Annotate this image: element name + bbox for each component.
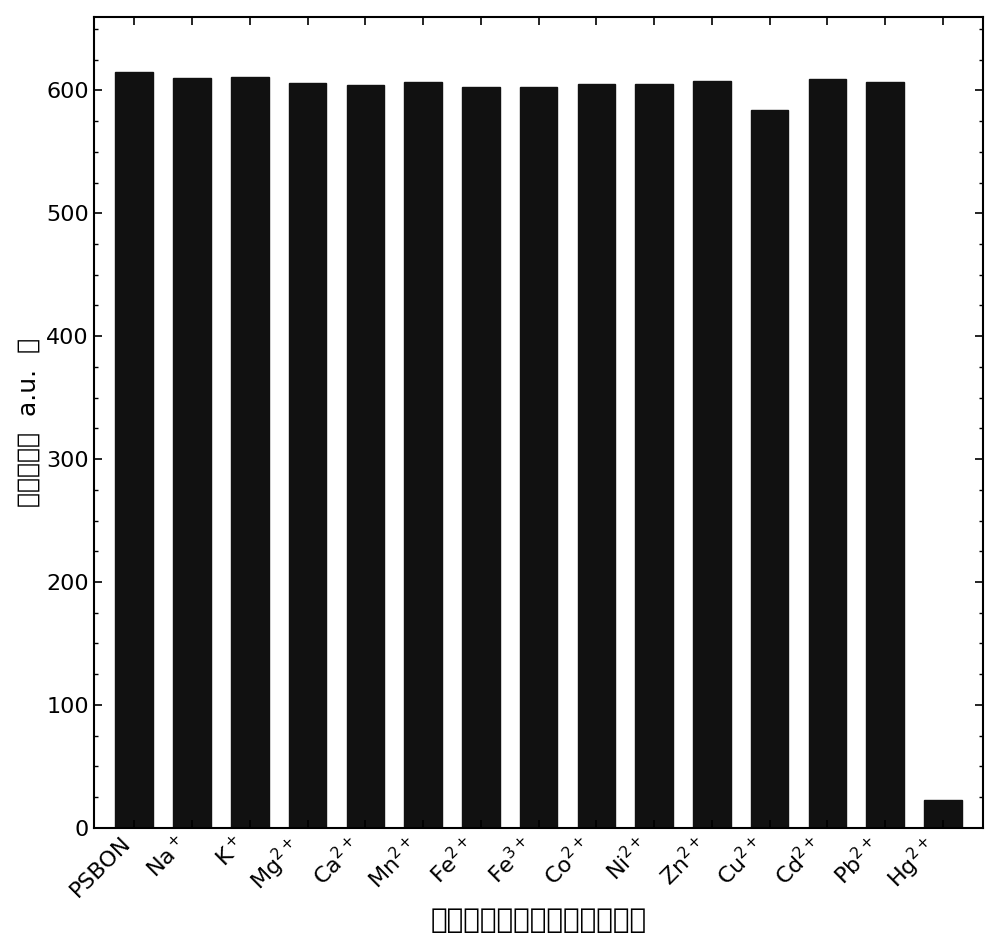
Bar bbox=[115, 72, 153, 827]
Bar bbox=[347, 86, 384, 827]
Bar bbox=[809, 79, 846, 827]
Bar bbox=[173, 78, 211, 827]
Bar bbox=[866, 82, 904, 827]
Bar bbox=[578, 85, 615, 827]
Bar bbox=[635, 85, 673, 827]
Bar bbox=[693, 81, 731, 827]
X-axis label: 功能化的聚苯乙烯和金属离子: 功能化的聚苯乙烯和金属离子 bbox=[431, 906, 647, 934]
Y-axis label: 荧光强度（  a.u.  ）: 荧光强度（ a.u. ） bbox=[17, 338, 41, 507]
Bar bbox=[520, 87, 557, 827]
Bar bbox=[404, 82, 442, 827]
Bar bbox=[924, 800, 962, 827]
Bar bbox=[751, 110, 788, 827]
Bar bbox=[289, 83, 326, 827]
Bar bbox=[231, 77, 269, 827]
Bar bbox=[462, 87, 500, 827]
